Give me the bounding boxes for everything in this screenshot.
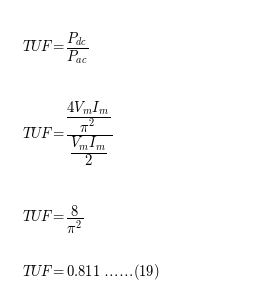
- Text: $TUF = 0.811 \ \ldots\ldots(19)$: $TUF = 0.811 \ \ldots\ldots(19)$: [22, 262, 160, 282]
- Text: $TUF = \dfrac{P_{dc}}{P_{ac}}$: $TUF = \dfrac{P_{dc}}{P_{ac}}$: [22, 30, 89, 65]
- Text: $TUF = \dfrac{\dfrac{4V_m I_m}{\pi^2}}{\dfrac{V_m I_m}{2}}$: $TUF = \dfrac{\dfrac{4V_m I_m}{\pi^2}}{\…: [22, 99, 112, 167]
- Text: $TUF = \dfrac{8}{\pi^2}$: $TUF = \dfrac{8}{\pi^2}$: [22, 203, 84, 236]
